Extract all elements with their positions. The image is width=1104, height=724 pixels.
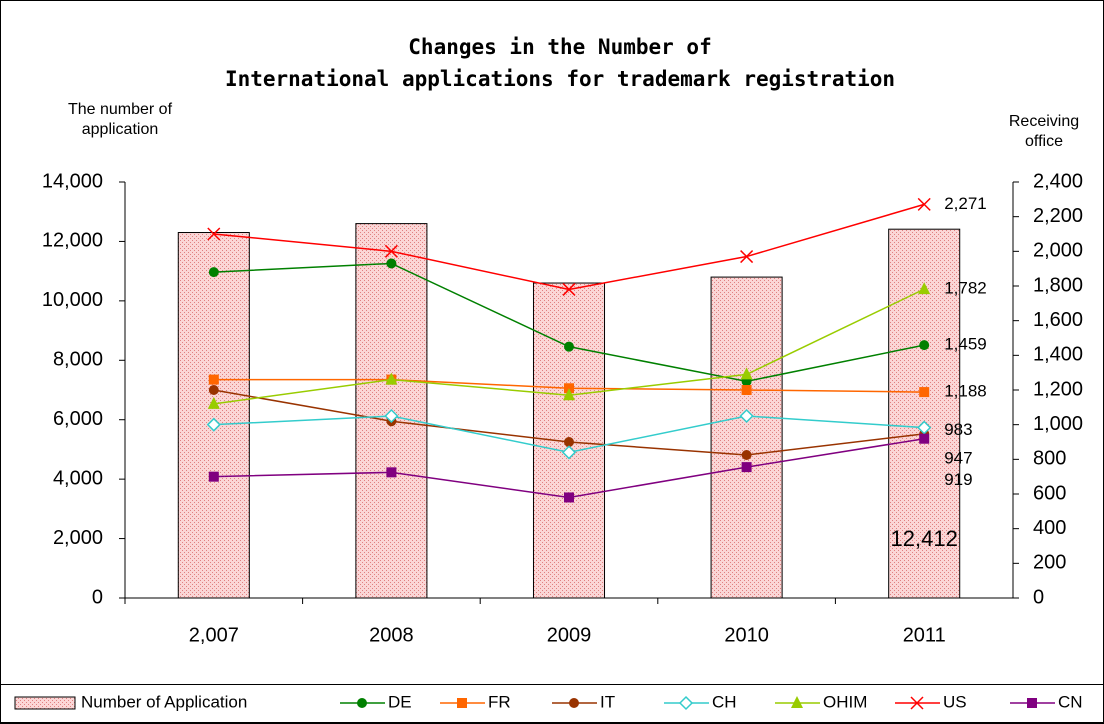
line-point <box>208 471 219 482</box>
line-point <box>208 385 219 395</box>
legend-item: CN <box>1010 692 1083 711</box>
legend-marker <box>569 698 579 708</box>
line-point <box>385 372 398 385</box>
data-label: 919 <box>944 470 972 489</box>
line-point <box>207 227 221 241</box>
bar <box>888 228 961 599</box>
legend-label: OHIM <box>823 692 867 711</box>
data-label: 1,782 <box>944 279 987 298</box>
y-tick-label: 14,000 <box>42 170 103 192</box>
line-point <box>207 396 220 409</box>
y2-tick-label: 1,600 <box>1033 309 1083 331</box>
line-point <box>741 385 752 395</box>
line-point <box>384 408 399 424</box>
y2-tick-label: 800 <box>1033 448 1066 470</box>
line-point <box>918 282 931 295</box>
line-point <box>919 387 930 398</box>
line-point <box>206 417 221 432</box>
legend-marker <box>357 698 367 708</box>
legend-item: CH <box>664 692 737 711</box>
x-tick-label: 2011 <box>903 624 946 646</box>
line-point <box>562 282 576 296</box>
y-tick-label: 8,000 <box>53 349 103 371</box>
legend-label: FR <box>488 692 511 711</box>
legend-label: CH <box>712 692 737 711</box>
y2-tick-label: 2,000 <box>1033 240 1083 262</box>
line-point <box>917 197 931 211</box>
line-point <box>741 450 752 460</box>
y-tick-label: 6,000 <box>53 408 103 430</box>
legend-label: IT <box>600 692 615 711</box>
legend-label: CN <box>1058 692 1083 711</box>
x-tick-label: 2,007 <box>189 624 239 646</box>
line-point <box>919 433 930 444</box>
y-tick-label: 10,000 <box>42 289 103 311</box>
y2-tick-label: 400 <box>1033 517 1066 539</box>
y2-tick-label: 2,400 <box>1033 170 1083 192</box>
y2-tick-label: 1,400 <box>1033 344 1083 366</box>
line-point <box>564 437 574 447</box>
legend-marker <box>457 698 467 708</box>
legend-label: Number of Application <box>81 692 247 711</box>
y2-tick-label: 1,000 <box>1033 413 1083 435</box>
line-point <box>917 420 932 435</box>
line-point <box>741 462 752 473</box>
y-tick-label: 0 <box>92 586 103 608</box>
x-tick-label: 2008 <box>369 624 414 646</box>
line-point <box>561 445 577 460</box>
line-point <box>740 367 753 380</box>
line-point <box>384 244 398 258</box>
legend-label: DE <box>388 692 412 711</box>
y2-tick-label: 1,800 <box>1033 274 1083 296</box>
y-tick-label: 12,000 <box>42 230 103 252</box>
chart-title: International applications for trademark… <box>225 67 895 91</box>
x-tick-label: 2010 <box>724 624 769 646</box>
legend-marker <box>910 696 924 710</box>
legend-item: IT <box>552 692 615 711</box>
chart-title: Changes in the Number of <box>408 35 711 59</box>
legend-item: DE <box>340 692 412 711</box>
y2-tick-label: 200 <box>1033 552 1066 574</box>
line-point <box>386 258 397 269</box>
legend-swatch <box>14 696 76 710</box>
data-label: 2,271 <box>944 194 987 213</box>
line-point <box>740 250 754 264</box>
line-point <box>564 341 574 352</box>
y-axis-title: application <box>82 121 159 138</box>
legend-item: FR <box>440 692 511 711</box>
y2-tick-label: 600 <box>1033 482 1066 504</box>
line-point <box>386 467 397 478</box>
y-tick-label: 4,000 <box>53 467 103 489</box>
legend-item: US <box>895 692 967 711</box>
legend-marker <box>1027 698 1037 708</box>
legend-marker <box>791 696 803 708</box>
line-point <box>208 267 219 278</box>
x-tick-label: 2009 <box>547 624 592 646</box>
y2-tick-label: 0 <box>1033 586 1044 608</box>
data-label: 12,412 <box>891 526 958 551</box>
line-point <box>208 374 219 385</box>
line-point <box>563 388 575 401</box>
y2-tick-label: 1,200 <box>1033 378 1083 400</box>
legend-item: OHIM <box>775 692 867 711</box>
line-point <box>919 340 930 351</box>
legend-item: Number of Application <box>14 692 247 711</box>
legend-box <box>0 684 1104 723</box>
y2-axis-title: Receiving <box>1009 113 1079 130</box>
legend-label: US <box>943 692 967 711</box>
bar <box>177 232 250 599</box>
data-label: 1,188 <box>944 382 987 401</box>
bar <box>710 276 783 599</box>
data-label: 983 <box>944 420 972 439</box>
line-point <box>564 492 574 503</box>
y2-tick-label: 2,200 <box>1033 205 1083 227</box>
y-axis-title: The number of <box>68 101 173 118</box>
line-point <box>739 408 754 424</box>
data-label: 1,459 <box>944 335 987 354</box>
legend-marker <box>678 695 694 711</box>
data-label: 947 <box>944 448 972 467</box>
y2-axis-title: office <box>1025 133 1063 150</box>
y-tick-label: 2,000 <box>53 527 103 549</box>
